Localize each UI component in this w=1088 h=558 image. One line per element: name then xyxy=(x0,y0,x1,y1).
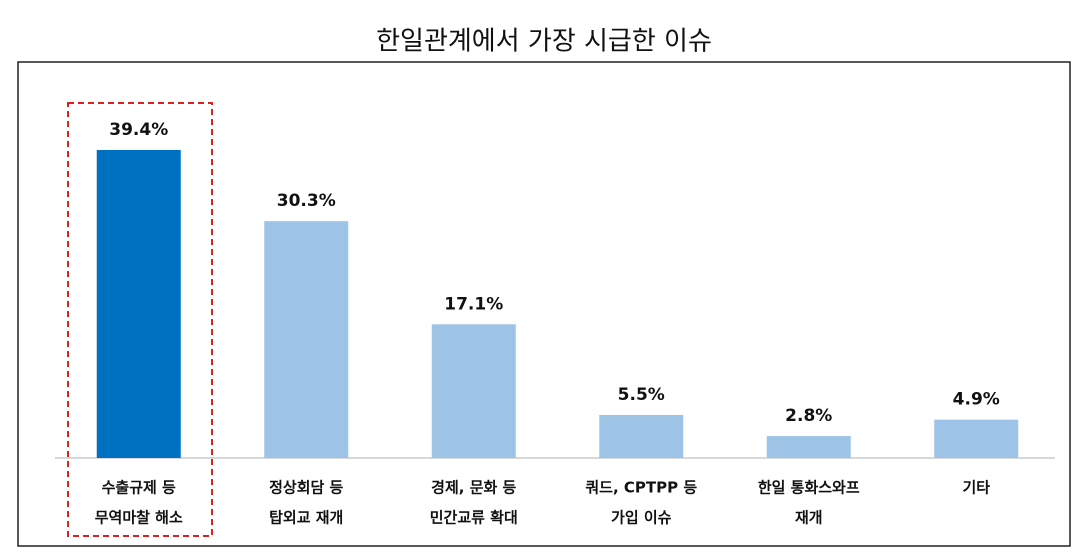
chart-title: 한일관계에서 가장 시급한 이슈 xyxy=(376,27,712,57)
x-tick-label: 무역마찰 해소 xyxy=(95,509,183,527)
x-tick-label: 민간교류 확대 xyxy=(430,509,518,527)
bar xyxy=(431,324,516,458)
value-label: 17.1% xyxy=(444,294,503,314)
bar xyxy=(264,221,349,458)
x-tick-label: 탑외교 재개 xyxy=(269,509,343,527)
bar xyxy=(766,436,851,458)
x-tick-label: 기타 xyxy=(962,479,990,497)
highlight-box xyxy=(67,102,213,537)
x-tick-label: 가입 이슈 xyxy=(611,509,672,527)
bar xyxy=(934,419,1019,458)
x-tick-label: 재개 xyxy=(795,509,823,527)
value-label: 30.3% xyxy=(277,191,336,211)
value-label: 5.5% xyxy=(618,385,665,405)
x-tick-label: 쿼드, CPTPP 등 xyxy=(585,479,697,497)
bar xyxy=(599,415,684,458)
x-tick-label: 경제, 문화 등 xyxy=(431,479,516,497)
value-label: 39.4% xyxy=(109,120,168,140)
chart-frame xyxy=(17,61,1071,547)
x-tick-label: 정상회담 등 xyxy=(269,479,343,497)
value-label: 4.9% xyxy=(953,390,1000,410)
x-tick-label: 한일 통화스와프 xyxy=(758,479,860,497)
value-label: 2.8% xyxy=(785,406,832,426)
x-tick-label: 수출규제 등 xyxy=(102,479,176,497)
bar xyxy=(96,150,181,458)
